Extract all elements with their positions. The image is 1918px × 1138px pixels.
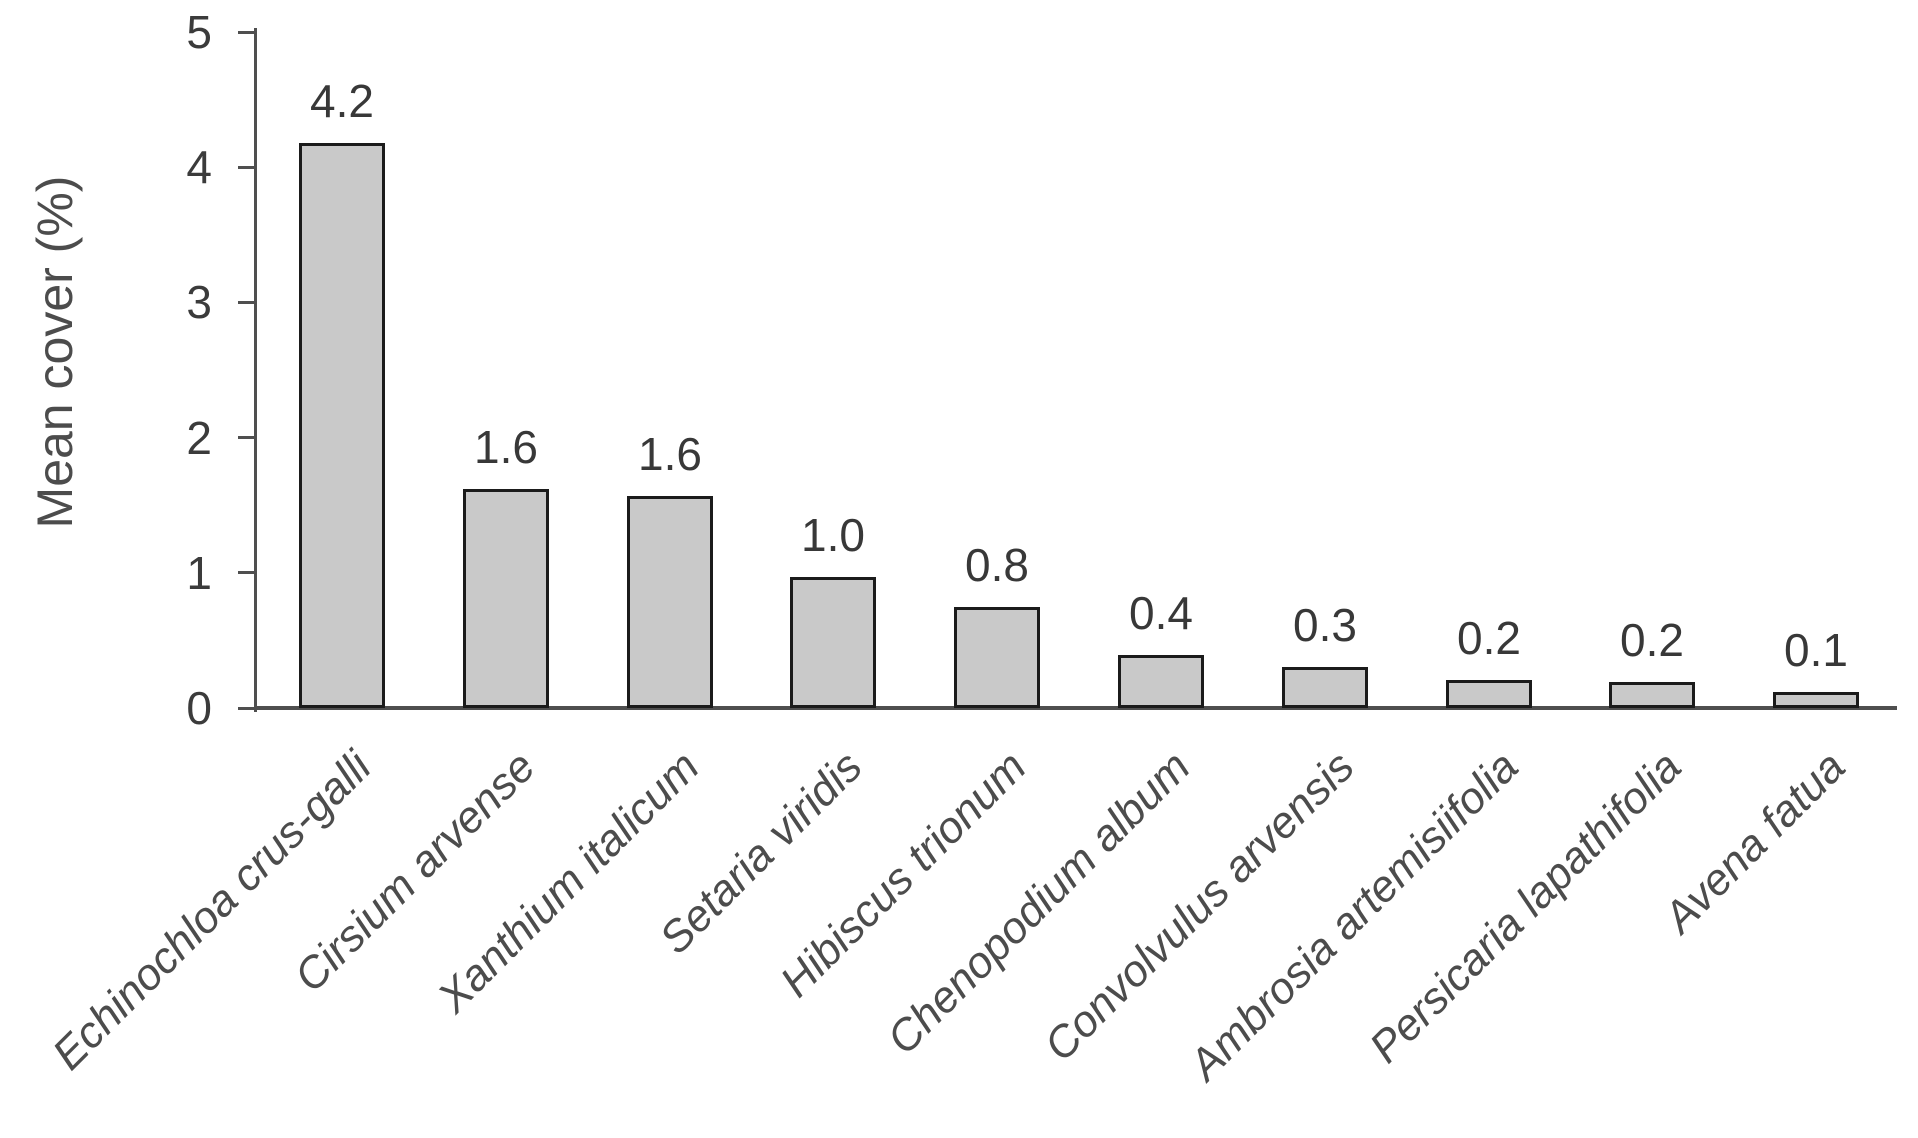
bar-avena-fatua	[1773, 692, 1859, 708]
y-tick-label: 2	[186, 412, 212, 464]
bar-value-label: 0.3	[1293, 599, 1357, 651]
bar-xanthium-italicum	[627, 496, 713, 708]
bar-value-label: 0.8	[965, 539, 1029, 591]
bar-chenopodium-album	[1118, 655, 1204, 708]
bar-echinochloa-crus-galli	[299, 143, 385, 708]
bar-cirsium-arvense	[463, 489, 549, 708]
x-axis-line	[254, 706, 1897, 710]
bar-value-label: 0.2	[1620, 614, 1684, 666]
bar-value-label: 0.2	[1457, 612, 1521, 664]
bar-value-label: 0.4	[1129, 587, 1193, 639]
bar-convolvulus-arvensis	[1282, 667, 1368, 708]
bar-value-label: 4.2	[310, 75, 374, 127]
y-tick-mark	[238, 571, 254, 574]
bar-value-label: 0.1	[1784, 624, 1848, 676]
bar-value-label: 1.6	[474, 421, 538, 473]
bar-persicaria-lapathifolia	[1609, 682, 1695, 708]
y-tick-mark	[238, 166, 254, 169]
y-tick-mark	[238, 436, 254, 439]
y-tick-label: 1	[186, 547, 212, 599]
bar-value-label: 1.0	[801, 509, 865, 561]
y-tick-mark	[238, 31, 254, 34]
y-axis-title: Mean cover (%)	[27, 175, 83, 529]
bar-value-label: 1.6	[638, 428, 702, 480]
bar-hibiscus-trionum	[954, 607, 1040, 708]
y-tick-label: 5	[186, 6, 212, 58]
y-tick-label: 4	[186, 141, 212, 193]
bar-setaria-viridis	[790, 577, 876, 708]
y-tick-label: 0	[186, 682, 212, 734]
y-axis-line	[254, 28, 257, 712]
bar-ambrosia-artemisiifolia	[1446, 680, 1532, 708]
y-tick-label: 3	[186, 276, 212, 328]
y-tick-mark	[238, 301, 254, 304]
y-tick-mark	[238, 707, 254, 710]
